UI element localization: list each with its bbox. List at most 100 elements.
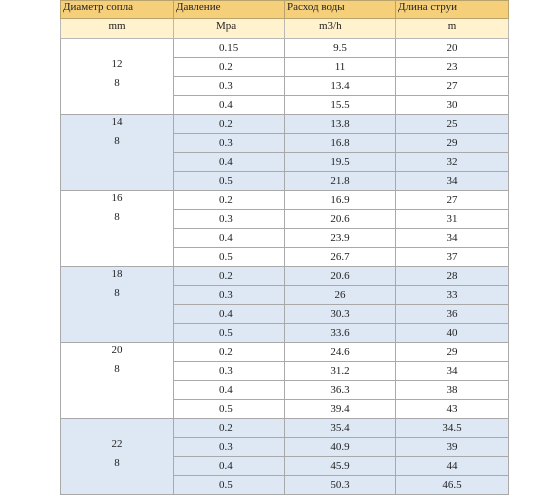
pressure-cell: 0.5 [173,475,285,495]
spec-table-container: Диаметр сопла Давление Расход воды Длина… [60,0,509,504]
pressure-cell: 0.4 [173,228,285,248]
diameter-cell: 20 8 [60,342,174,419]
pressure-cell: 0.4 [173,456,285,476]
pressure-cell: 0.5 [173,399,285,419]
jet-length-cell: 34 [395,361,509,381]
diameter-secondary-value: 8 [114,363,120,375]
table-row: 0.3 31.2 34 [61,361,509,381]
jet-length-cell: 32 [395,152,509,172]
jet-length-cell: 36 [395,304,509,324]
flow-cell: 33.6 [284,323,396,343]
diameter-cell: 16 8 [60,190,174,267]
diameter-value: 18 [111,268,123,280]
table-row: 0.5 33.6 40 [61,323,509,343]
pressure-cell: 0.3 [173,361,285,381]
flow-cell: 13.4 [284,76,396,96]
unit-diameter: mm [60,18,174,39]
jet-length-cell: 37 [395,247,509,267]
header-row: Диаметр сопла Давление Расход воды Длина… [60,0,509,19]
pressure-cell: 0.2 [173,418,285,438]
diameter-value: 16 [111,192,123,204]
table-row: 14 8 0.2 13.8 25 [60,114,509,191]
table-row: 0.3 26 33 [61,285,509,305]
flow-cell: 9.5 [284,38,396,58]
flow-cell: 39.4 [284,399,396,419]
table-row: 0.3 13.4 27 [61,76,509,96]
table-row: 0.3 20.6 31 [61,209,509,229]
diameter-value: 22 [111,438,123,450]
unit-jet-length: m [395,18,509,39]
diameter-cell: 14 8 [60,114,174,191]
pressure-cell: 0.4 [173,304,285,324]
jet-length-cell: 30 [395,95,509,115]
pressure-cell: 0.3 [173,285,285,305]
pressure-cell: 0.2 [173,114,285,134]
pressure-cell: 0.2 [173,57,285,77]
diameter-cell: 12 8 [60,38,174,115]
flow-cell: 23.9 [284,228,396,248]
diameter-secondary-value: 8 [114,135,120,147]
jet-length-cell: 28 [395,266,509,286]
pressure-cell: 0.3 [173,76,285,96]
jet-length-cell: 43 [395,399,509,419]
diameter-secondary-value: 8 [114,77,120,89]
nozzle-spec-table: Диаметр сопла Давление Расход воды Длина… [60,0,509,495]
flow-cell: 15.5 [284,95,396,115]
flow-cell: 20.6 [284,209,396,229]
header-jet-length: Длина струи [395,0,509,19]
flow-cell: 45.9 [284,456,396,476]
pressure-cell: 0.2 [173,266,285,286]
unit-pressure: Mpa [173,18,285,39]
flow-cell: 16.9 [284,190,396,210]
jet-length-cell: 34.5 [395,418,509,438]
units-row: mm Mpa m3/h m [60,18,509,39]
diameter-cell: 18 8 [60,266,174,343]
pressure-cell: 0.5 [173,323,285,343]
flow-cell: 31.2 [284,361,396,381]
table-row: 0.4 30.3 36 [61,304,509,324]
table-row: 12 8 0.15 9.5 20 [60,38,509,115]
diameter-secondary-value: 8 [114,287,120,299]
flow-cell: 24.6 [284,342,396,362]
header-pressure: Давление [173,0,285,19]
jet-length-cell: 34 [395,171,509,191]
header-diameter: Диаметр сопла [60,0,174,19]
diameter-value: 14 [111,116,123,128]
table-body: 12 8 0.15 9.5 20 0.2 11 23 0.3 13.4 27 0.4 15.5 30 14 8… [60,38,509,495]
flow-cell: 21.8 [284,171,396,191]
flow-cell: 19.5 [284,152,396,172]
table-row: 0.4 45.9 44 [61,456,509,476]
jet-length-cell: 44 [395,456,509,476]
jet-length-cell: 20 [395,38,509,58]
pressure-cell: 0.4 [173,380,285,400]
jet-length-cell: 46.5 [395,475,509,495]
flow-cell: 11 [284,57,396,77]
diameter-secondary-value: 8 [114,211,120,223]
flow-cell: 50.3 [284,475,396,495]
table-row: 20 8 0.2 24.6 29 [60,342,509,419]
jet-length-cell: 29 [395,133,509,153]
flow-cell: 16.8 [284,133,396,153]
table-row: 22 8 0.2 35.4 34.5 [60,418,509,495]
diameter-cell: 22 8 [60,418,174,495]
pressure-cell: 0.4 [173,95,285,115]
jet-length-cell: 31 [395,209,509,229]
pressure-cell: 0.4 [173,152,285,172]
flow-cell: 40.9 [284,437,396,457]
jet-length-cell: 27 [395,76,509,96]
flow-cell: 26.7 [284,247,396,267]
table-row: 0.3 16.8 29 [61,133,509,153]
pressure-cell: 0.3 [173,133,285,153]
diameter-secondary-value: 8 [114,457,120,469]
flow-cell: 36.3 [284,380,396,400]
table-row: 0.4 19.5 32 [61,152,509,172]
jet-length-cell: 34 [395,228,509,248]
pressure-cell: 0.2 [173,190,285,210]
flow-cell: 20.6 [284,266,396,286]
flow-cell: 26 [284,285,396,305]
jet-length-cell: 29 [395,342,509,362]
table-row: 0.5 50.3 46.5 [61,475,509,495]
jet-length-cell: 25 [395,114,509,134]
jet-length-cell: 27 [395,190,509,210]
flow-cell: 35.4 [284,418,396,438]
